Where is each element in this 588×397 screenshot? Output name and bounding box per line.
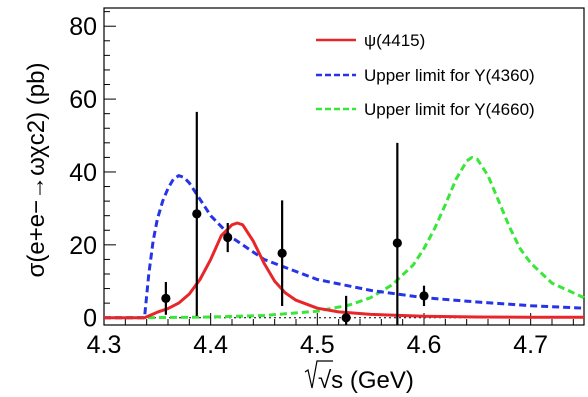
- x-tick-label: 4.5: [300, 331, 335, 359]
- y-tick-label: 0: [83, 305, 97, 333]
- y-tick-label: 60: [69, 86, 97, 114]
- curves: [104, 155, 585, 320]
- y-tick-label: 20: [69, 232, 97, 260]
- y-axis-title: σ(e+e−→ωχc2) (pb): [23, 63, 50, 278]
- data-points: [161, 111, 429, 325]
- series-line-0: [104, 221, 584, 320]
- y-tick-label: 40: [69, 159, 97, 187]
- data-point: [277, 248, 287, 258]
- legend-label-y4660: Upper limit for Y(4660): [364, 100, 535, 119]
- data-point: [223, 232, 233, 243]
- data-point: [192, 209, 202, 219]
- x-tick-label: 4.7: [513, 331, 548, 359]
- series-line-2: [104, 155, 585, 320]
- x-axis-title: √s (GeV): [318, 367, 414, 394]
- data-point: [161, 293, 171, 304]
- x-axis-title-group: √s (GeV): [304, 360, 414, 394]
- data-point: [392, 238, 402, 248]
- sqrt-radical-icon: [304, 360, 333, 389]
- x-tick-label: 4.6: [407, 331, 442, 359]
- legend: ψ(4415) Upper limit for Y(4360) Upper li…: [316, 31, 535, 119]
- y-tick-label: 80: [69, 13, 97, 41]
- legend-label-y4360: Upper limit for Y(4360): [364, 66, 535, 85]
- y-tick-labels: 0 20 40 60 80: [69, 13, 97, 332]
- x-tick-label: 4.3: [87, 331, 122, 359]
- data-point: [341, 313, 351, 323]
- data-point: [419, 291, 429, 301]
- legend-label-psi4415: ψ(4415): [364, 31, 425, 50]
- x-tick-labels: 4.3 4.4 4.5 4.6 4.7: [87, 331, 548, 359]
- x-tick-label: 4.4: [193, 331, 228, 359]
- plot-frame: [103, 7, 585, 326]
- ticks: [103, 11, 574, 325]
- series-line-1: [104, 174, 585, 320]
